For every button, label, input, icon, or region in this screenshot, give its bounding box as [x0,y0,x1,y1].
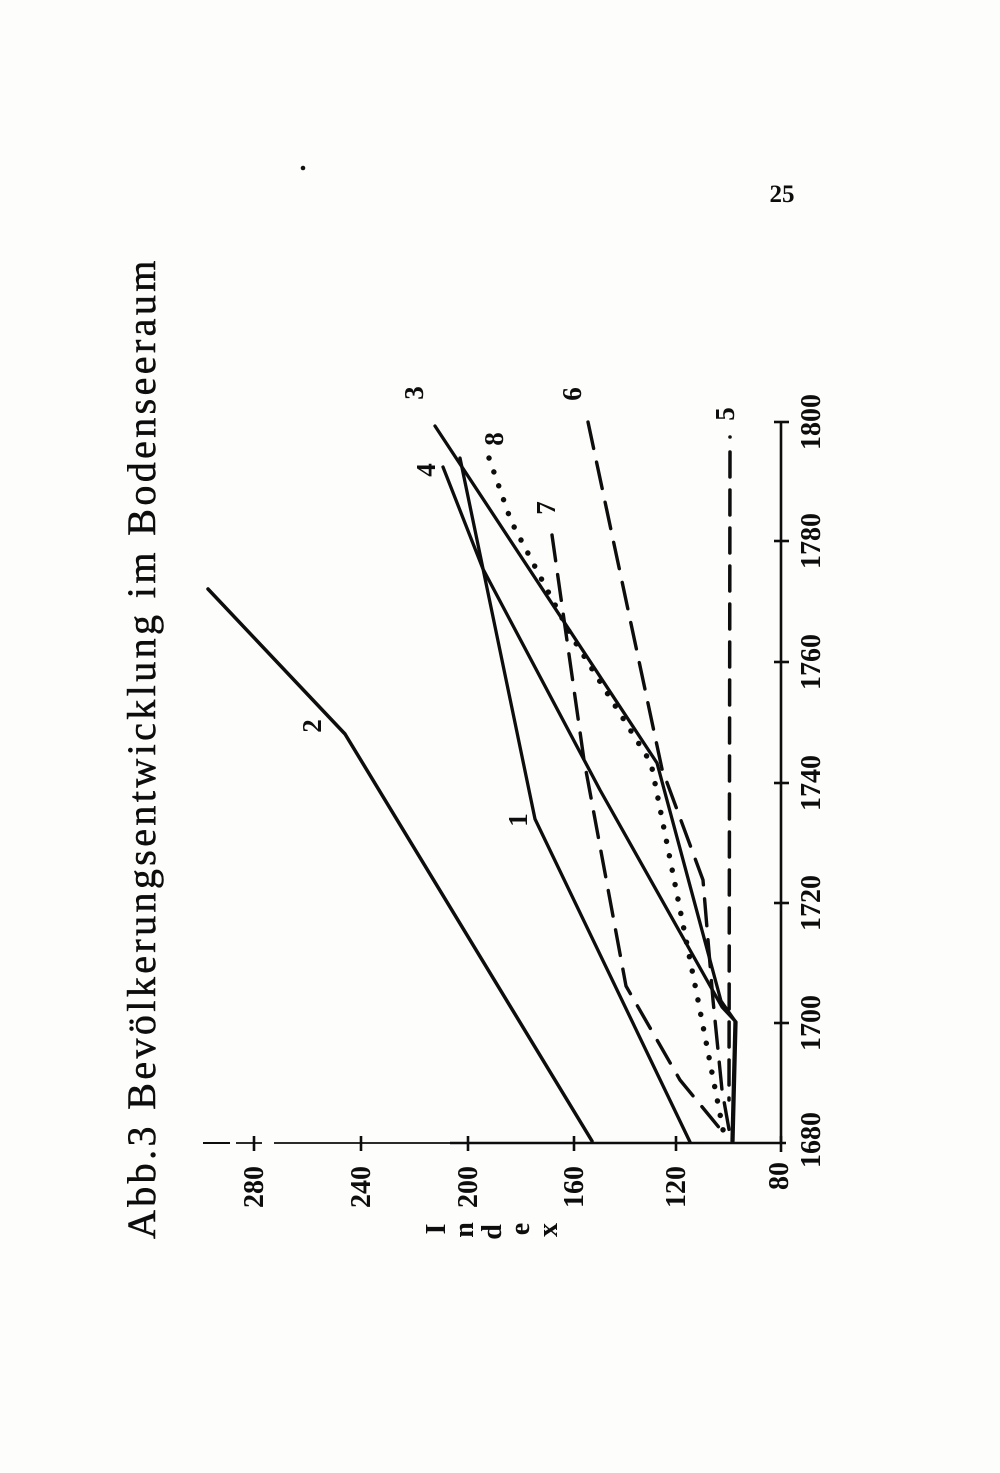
svg-text:7: 7 [531,501,561,515]
svg-text:1720: 1720 [796,875,827,931]
svg-text:280: 280 [239,1166,270,1208]
svg-text:I: I [421,1224,452,1235]
svg-text:200: 200 [453,1166,484,1208]
svg-text:1700: 1700 [796,995,827,1051]
svg-text:1800: 1800 [796,394,827,450]
svg-text:Abb.3 Bevölkerungsentwicklung: Abb.3 Bevölkerungsentwicklung im Bodense… [119,257,164,1239]
svg-text:d: d [477,1224,508,1240]
svg-text:e: e [505,1223,536,1235]
svg-text:1740: 1740 [796,755,827,811]
svg-text:3: 3 [399,386,429,400]
svg-text:2: 2 [297,719,327,733]
svg-text:1760: 1760 [796,634,827,690]
svg-text:240: 240 [346,1166,377,1208]
svg-text:5: 5 [710,407,740,421]
svg-text:x: x [533,1223,564,1237]
svg-text:25: 25 [770,181,795,208]
svg-text:1680: 1680 [796,1112,827,1168]
svg-text:4: 4 [411,463,441,477]
svg-text:120: 120 [661,1166,692,1208]
svg-text:n: n [449,1222,480,1238]
svg-text:8: 8 [479,432,509,446]
svg-text:1780: 1780 [796,513,827,569]
svg-text:160: 160 [559,1166,590,1208]
svg-text:1: 1 [503,813,533,827]
svg-text:6: 6 [557,387,587,401]
svg-text:80: 80 [764,1162,795,1190]
